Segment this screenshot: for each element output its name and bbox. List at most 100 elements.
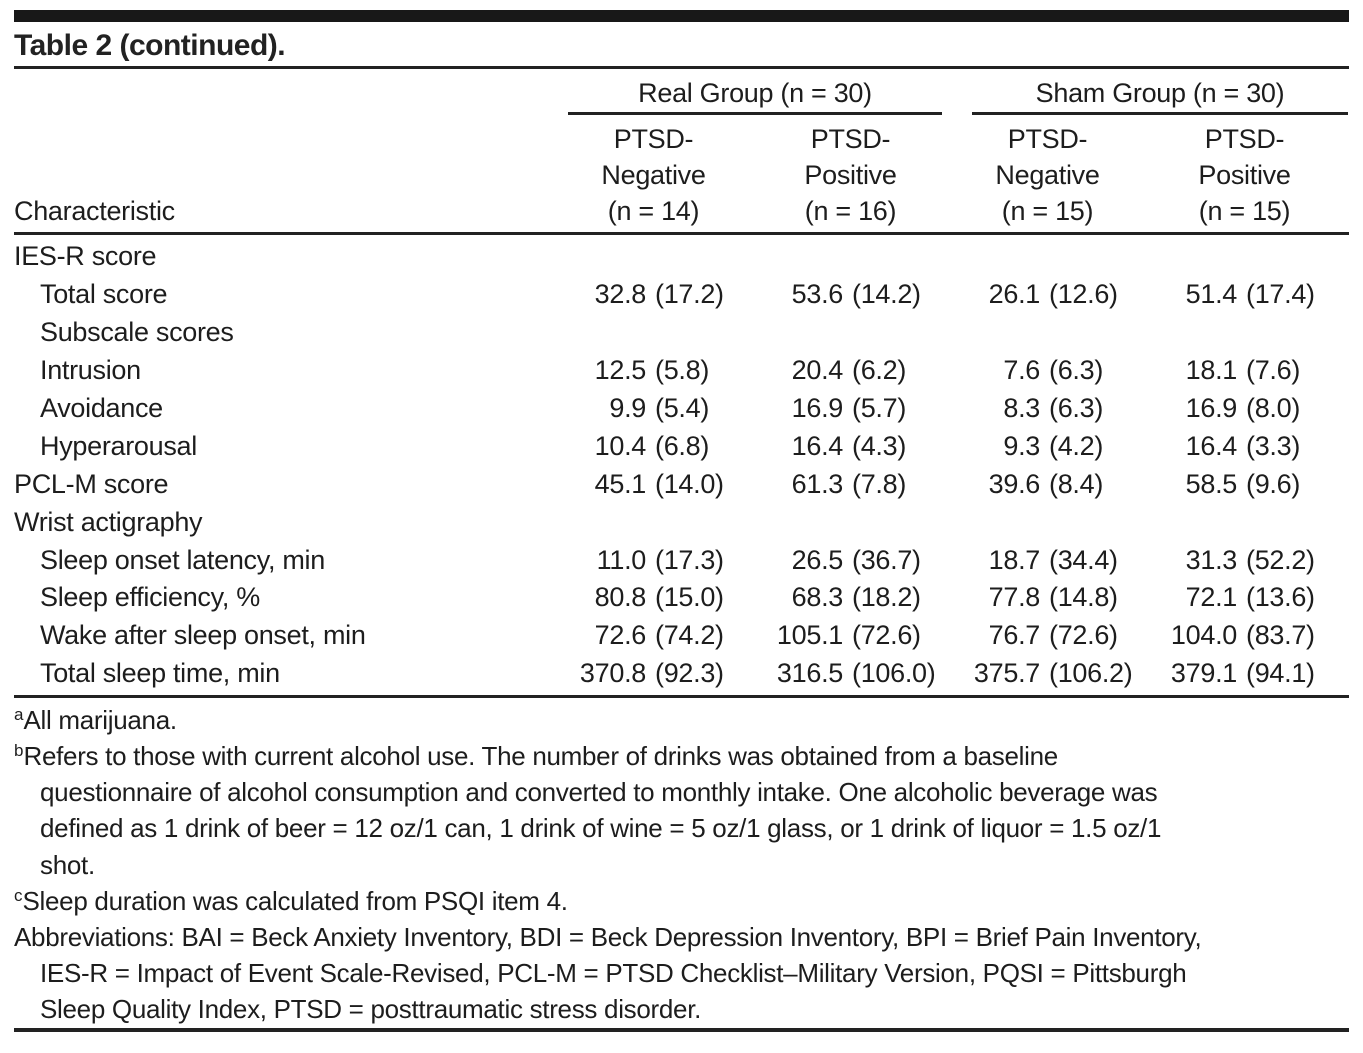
table-row: Intrusion 12.5 (5.8) 20.4 (6.2) 7.6 (6.3) 18.1 (… bbox=[14, 352, 1349, 390]
subheader-line: PTSD- bbox=[1007, 124, 1088, 154]
mean-value: 9.3 bbox=[1003, 430, 1040, 461]
paper-table-page: Table 2 (continued). Real Group (n = 30)… bbox=[0, 10, 1363, 1032]
top-thick-rule bbox=[14, 10, 1349, 22]
sd-value: (6.2) bbox=[852, 355, 907, 386]
sd-value: (5.8) bbox=[655, 355, 710, 386]
mean-value: 76.7 bbox=[988, 620, 1041, 651]
table-row: Hyperarousal 10.4 (6.8) 16.4 (4.3) 9.3 (4.2) 16… bbox=[14, 427, 1349, 465]
mean-value: 316.5 bbox=[776, 658, 843, 689]
value-cell: 9.3 (4.2) bbox=[954, 431, 1151, 462]
value-cell: 16.9 (8.0) bbox=[1151, 393, 1348, 424]
mean-value: 80.8 bbox=[594, 582, 647, 613]
sd-value: (17.2) bbox=[655, 279, 724, 310]
subheader-line: (n = 14) bbox=[607, 196, 700, 226]
sd-value: (7.8) bbox=[852, 468, 907, 499]
mean-value: 58.5 bbox=[1185, 468, 1238, 499]
footnote-line: aAll marijuana. bbox=[14, 704, 177, 735]
mean-value: 104.0 bbox=[1170, 620, 1237, 651]
table-body: IES-R score Total score 32.8 (17.2) 53.6 (14.… bbox=[14, 235, 1349, 695]
value-cell: 45.1 (14.0) bbox=[560, 469, 757, 500]
mean-value: 72.1 bbox=[1185, 582, 1238, 613]
mean-value: 105.1 bbox=[776, 620, 843, 651]
value-cell: 58.5 (9.6) bbox=[1151, 469, 1348, 500]
group-header-real: Real Group (n = 30) bbox=[568, 78, 942, 115]
mean-value: 20.4 bbox=[791, 355, 844, 386]
mean-value: 9.9 bbox=[609, 393, 646, 423]
sd-value: (14.2) bbox=[852, 279, 921, 310]
subheader-line: (n = 15) bbox=[1198, 196, 1291, 226]
value-cell: 316.5 (106.0) bbox=[757, 658, 954, 689]
subheader-line: (n = 15) bbox=[1001, 196, 1094, 226]
subheader-row: Characteristic PTSD- Negative (n = 14) P… bbox=[14, 115, 1349, 232]
footnote-line: Sleep Quality Index, PTSD = posttraumati… bbox=[40, 994, 702, 1025]
sd-value: (34.4) bbox=[1049, 544, 1118, 575]
value-cell: 18.1 (7.6) bbox=[1151, 355, 1348, 386]
sd-value: (12.6) bbox=[1049, 279, 1118, 310]
sd-value: (4.3) bbox=[852, 430, 907, 461]
mean-value: 375.7 bbox=[973, 658, 1040, 689]
sd-value: (9.6) bbox=[1246, 468, 1301, 499]
table-row: IES-R score bbox=[14, 238, 1349, 276]
mean-value: 10.4 bbox=[594, 430, 647, 461]
subheader-line: (n = 16) bbox=[804, 196, 897, 226]
table-row: Sleep efficiency, % 80.8 (15.0) 68.3 (18.2) 7… bbox=[14, 579, 1349, 617]
sd-value: (17.3) bbox=[655, 544, 724, 575]
sd-value: (106.2) bbox=[1049, 658, 1133, 689]
footnote-line: bRefers to those with current alcohol us… bbox=[14, 740, 1058, 771]
value-cell: 375.7 (106.2) bbox=[954, 658, 1151, 689]
footnote-marker: a bbox=[14, 704, 24, 724]
value-cell: 105.1 (72.6) bbox=[757, 620, 954, 651]
mean-value: 11.0 bbox=[596, 544, 647, 575]
mean-value: 31.3 bbox=[1185, 544, 1238, 575]
mean-value: 26.5 bbox=[791, 544, 844, 575]
sd-value: (52.2) bbox=[1246, 544, 1315, 575]
table-row: Wrist actigraphy bbox=[14, 503, 1349, 541]
characteristic-header: Characteristic bbox=[14, 196, 175, 226]
table-row: PCL-M score 45.1 (14.0) 61.3 (7.8) 39.6 (8.4) 5… bbox=[14, 465, 1349, 503]
sd-value: (94.1) bbox=[1246, 658, 1315, 689]
sd-value: (6.3) bbox=[1049, 393, 1104, 423]
subheader-line: Positive bbox=[804, 160, 897, 190]
group-header-real-label: Real Group (n = 30) bbox=[638, 78, 872, 108]
sd-value: (92.3) bbox=[655, 658, 724, 689]
mean-value: 68.3 bbox=[791, 582, 844, 613]
value-cell: 51.4 (17.4) bbox=[1151, 279, 1348, 310]
mean-value: 16.9 bbox=[791, 393, 844, 423]
sd-value: (74.2) bbox=[655, 620, 724, 651]
value-cell: 370.8 (92.3) bbox=[560, 658, 757, 689]
row-label: Avoidance bbox=[40, 393, 163, 423]
bottom-rule bbox=[14, 1027, 1349, 1032]
sd-value: (14.0) bbox=[655, 468, 724, 499]
table-row: Total sleep time, min 370.8 (92.3) 316.5 (10… bbox=[14, 655, 1349, 693]
body-footnote-rule bbox=[14, 694, 1349, 698]
value-cell: 80.8 (15.0) bbox=[560, 582, 757, 613]
mean-value: 16.4 bbox=[1185, 430, 1238, 461]
sd-value: (5.4) bbox=[655, 393, 710, 423]
value-cell: 53.6 (14.2) bbox=[757, 279, 954, 310]
header-body-rule bbox=[14, 232, 1349, 235]
sd-value: (6.8) bbox=[655, 430, 710, 461]
sd-value: (4.2) bbox=[1049, 430, 1104, 461]
sd-value: (15.0) bbox=[655, 582, 724, 613]
row-label: Sleep efficiency, % bbox=[40, 582, 260, 613]
mean-value: 7.6 bbox=[1003, 355, 1040, 386]
footnote-line: IES-R = Impact of Event Scale-Revised, P… bbox=[40, 958, 1187, 989]
sd-value: (72.6) bbox=[852, 620, 921, 651]
row-label: Hyperarousal bbox=[40, 430, 197, 461]
value-cell: 379.1 (94.1) bbox=[1151, 658, 1348, 689]
table-row: Subscale scores bbox=[14, 314, 1349, 352]
subheader-sham-ptsd-positive: PTSD- Positive (n = 15) bbox=[1151, 121, 1348, 229]
value-cell: 16.9 (5.7) bbox=[757, 393, 954, 424]
mean-value: 39.6 bbox=[988, 468, 1041, 499]
mean-value: 370.8 bbox=[579, 658, 646, 689]
sd-value: (8.4) bbox=[1049, 468, 1104, 499]
mean-value: 45.1 bbox=[594, 468, 647, 499]
row-label: Wrist actigraphy bbox=[14, 506, 203, 537]
footnotes: aAll marijuana. bRefers to those with cur… bbox=[14, 698, 1349, 1028]
subheader-line: Positive bbox=[1198, 160, 1291, 190]
mean-value: 32.8 bbox=[594, 279, 647, 310]
table-title: Table 2 (continued). bbox=[14, 29, 286, 62]
footnote-line: shot. bbox=[40, 849, 95, 880]
value-cell: 20.4 (6.2) bbox=[757, 355, 954, 386]
table-row: Avoidance 9.9 (5.4) 16.9 (5.7) 8.3 (6.3) 16.9 (8… bbox=[14, 390, 1349, 428]
